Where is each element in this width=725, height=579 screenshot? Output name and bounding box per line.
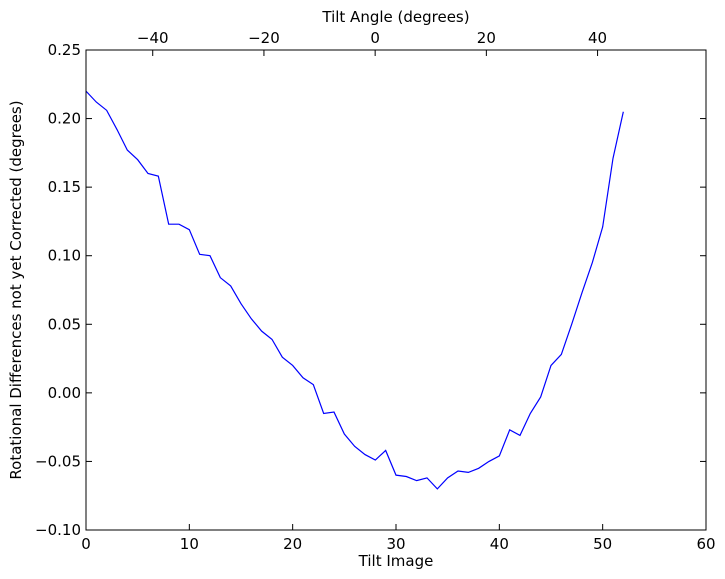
x-tick-label: 20 [283,535,302,553]
y-tick-label: 0.20 [48,110,81,128]
top-x-tick-label: 40 [588,29,607,47]
x-tick-label: 50 [593,535,612,553]
y-tick-label: 0.25 [48,41,81,59]
top-x-tick-label: 20 [477,29,496,47]
x-tick-label: 10 [180,535,199,553]
y-tick-label: 0.15 [48,178,81,196]
x-tick-label: 0 [81,535,91,553]
x-axis-label: Tilt Image [358,552,434,570]
top-x-tick-label: 0 [370,29,380,47]
x-tick-label: 30 [386,535,405,553]
plot-area [86,50,706,530]
y-tick-label: 0.05 [48,315,81,333]
y-tick-label: 0.10 [48,247,81,265]
y-tick-label: 0.00 [48,384,81,402]
top-x-tick-label: −40 [137,29,169,47]
x-tick-label: 60 [696,535,715,553]
series-line [85,90,624,490]
x-tick-label: 40 [490,535,509,553]
top-x-tick-label: −20 [248,29,280,47]
y-axis-label: Rotational Differences not yet Corrected… [7,100,25,479]
plot-frame [85,49,707,531]
ticks: 0 10 20 30 40 50 60 −0.10 −0.05 0.00 0.05 0.10 0.15 0… [35,29,716,553]
top-x-axis-label: Tilt Angle (degrees) [321,8,469,26]
y-tick-label: −0.05 [35,452,81,470]
y-tick-label: −0.10 [35,521,81,539]
